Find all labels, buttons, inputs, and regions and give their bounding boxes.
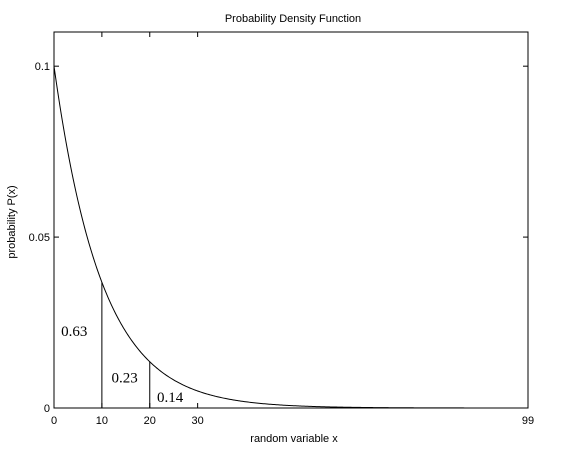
area-annotation: 0.23 (111, 370, 137, 386)
density-curve (53, 66, 528, 409)
area-annotation: 0.63 (61, 324, 87, 340)
x-tick-label: 20 (144, 415, 156, 427)
axis-ticks: 0 10 20 30 99 0 0.05 0.1 (29, 32, 534, 427)
y-tick-label: 0.1 (35, 61, 50, 73)
area-annotation: 0.14 (157, 390, 184, 406)
x-tick-label: 0 (51, 415, 57, 427)
y-axis-label: probability P(x) (6, 185, 18, 258)
x-tick-label: 30 (192, 415, 204, 427)
x-tick-label: 99 (522, 415, 534, 427)
x-axis-label: random variable x (250, 433, 338, 445)
plot-frame (53, 31, 529, 409)
x-tick-label: 10 (96, 415, 108, 427)
annotations: 0.63 0.23 0.14 (61, 324, 184, 406)
curve-group (53, 66, 528, 409)
y-tick-label: 0 (44, 403, 50, 415)
y-tick-label: 0.05 (29, 232, 50, 244)
chart-title: Probability Density Function (225, 13, 361, 25)
